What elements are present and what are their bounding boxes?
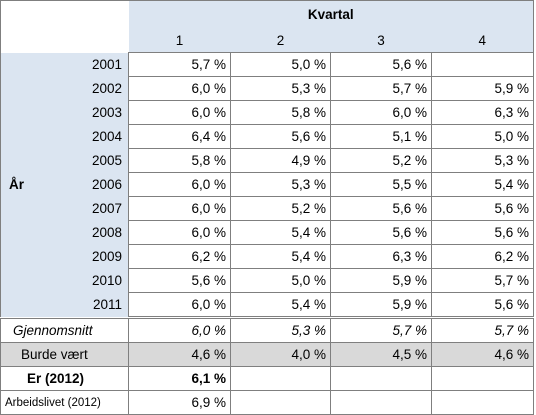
year-rows: År 2001 5,7 % 5,0 % 5,6 % 2002 6,0 % 5,3 % 5,7 %… (0, 52, 534, 317)
quarter-header-3: 3 (330, 28, 432, 53)
value-cell-q1: 6,4 % (128, 124, 231, 149)
value-cell-q4: 5,4 % (431, 172, 534, 197)
value-cell-q3: 5,6 % (330, 52, 432, 77)
target-q4: 4,6 % (431, 342, 534, 367)
value-cell-q3: 5,7 % (330, 76, 432, 101)
table-row: År 2001 5,7 % 5,0 % 5,6 % (0, 52, 534, 317)
value-cell-q1: 6,0 % (128, 76, 231, 101)
value-cell-q4: 5,9 % (431, 76, 534, 101)
target-q3: 4,5 % (330, 342, 432, 367)
year-label: 2009 (58, 244, 129, 269)
value-cell-q3: 5,1 % (330, 124, 432, 149)
value-cell-q1: 6,0 % (128, 172, 231, 197)
absence-table: Kvartal 1 2 3 4 (0, 0, 535, 53)
current-q3 (330, 366, 432, 391)
average-q1: 6,0 % (128, 318, 231, 343)
current-q1: 6,1 % (128, 366, 231, 391)
value-cell-q2: 5,4 % (230, 220, 331, 245)
value-cell-q2: 5,8 % (230, 100, 331, 125)
target-q2: 4,0 % (230, 342, 331, 367)
header-kvartal: Kvartal (128, 0, 535, 29)
table-row: 2003 6,0 % 5,8 % 6,0 % 6,3 % (1, 100, 534, 125)
value-cell-q2: 5,3 % (230, 76, 331, 101)
value-cell-q1: 6,0 % (128, 196, 231, 221)
value-cell-q4: 6,3 % (431, 100, 534, 125)
worklife-label: Arbeidslivet (2012) (0, 390, 129, 415)
value-cell-q2: 5,4 % (230, 244, 331, 269)
table-row: 2011 6,0 % 5,4 % 5,9 % 5,6 % (1, 292, 534, 317)
value-cell-q3: 6,3 % (330, 244, 432, 269)
value-cell-q4: 5,6 % (431, 196, 534, 221)
quarter-header-4: 4 (431, 28, 535, 53)
year-label: 2001 (58, 52, 129, 77)
value-cell-q4: 5,6 % (431, 292, 534, 317)
target-q1: 4,6 % (128, 342, 231, 367)
quarter-header-1: 1 (128, 28, 231, 53)
table-row: 2008 6,0 % 5,4 % 5,6 % 5,6 % (1, 220, 534, 245)
table-row: 2004 6,4 % 5,6 % 5,1 % 5,0 % (1, 124, 534, 149)
value-cell-q3: 5,9 % (330, 268, 432, 293)
year-label: 2007 (58, 196, 129, 221)
value-cell-q2: 5,0 % (230, 268, 331, 293)
table-row: 2002 6,0 % 5,3 % 5,7 % 5,9 % (1, 76, 534, 101)
value-cell-q2: 5,0 % (230, 52, 331, 77)
year-label: 2005 (58, 148, 129, 173)
table-row: 2010 5,6 % 5,0 % 5,9 % 5,7 % (1, 268, 534, 293)
quarter-header-2: 2 (230, 28, 331, 53)
value-cell-q2: 5,2 % (230, 196, 331, 221)
year-label: 2002 (58, 76, 129, 101)
value-cell-q2: 5,4 % (230, 292, 331, 317)
year-label: 2006 (58, 172, 129, 197)
table-row: 2005 5,8 % 4,9 % 5,2 % 5,3 % (1, 148, 534, 173)
corner-cell (0, 0, 129, 29)
value-cell-q4: 5,3 % (431, 148, 534, 173)
value-cell-q3: 5,2 % (330, 148, 432, 173)
value-cell-q1: 6,0 % (128, 220, 231, 245)
year-label: 2008 (58, 220, 129, 245)
worklife-q1: 6,9 % (128, 390, 231, 415)
table-row: 2009 6,2 % 5,4 % 6,3 % 6,2 % (1, 244, 534, 269)
value-cell-q1: 6,2 % (128, 244, 231, 269)
value-cell-q2: 5,3 % (230, 172, 331, 197)
summary-rows: Gjennomsnitt 6,0 % 5,3 % 5,7 % 5,7 % Bur… (0, 318, 534, 415)
worklife-q3 (330, 390, 432, 415)
value-cell-q4: 5,6 % (431, 220, 534, 245)
value-cell-q3: 6,0 % (330, 100, 432, 125)
table-row: 2006 6,0 % 5,3 % 5,5 % 5,4 % (1, 172, 534, 197)
value-cell-q2: 5,6 % (230, 124, 331, 149)
value-cell-q4: 6,2 % (431, 244, 534, 269)
value-cell-q3: 5,6 % (330, 196, 432, 221)
current-q2 (230, 366, 331, 391)
value-cell-q4 (431, 52, 534, 77)
average-label: Gjennomsnitt (0, 318, 129, 343)
current-label: Er (2012) (0, 366, 129, 391)
average-q2: 5,3 % (230, 318, 331, 343)
year-label: 2004 (58, 124, 129, 149)
value-cell-q3: 5,5 % (330, 172, 432, 197)
worklife-q2 (230, 390, 331, 415)
year-label: 2010 (58, 268, 129, 293)
average-q3: 5,7 % (330, 318, 432, 343)
value-cell-q1: 6,0 % (128, 292, 231, 317)
value-cell-q3: 5,6 % (330, 220, 432, 245)
value-cell-q4: 5,7 % (431, 268, 534, 293)
value-cell-q1: 5,7 % (128, 52, 231, 77)
current-q4 (431, 366, 534, 391)
value-cell-q4: 5,0 % (431, 124, 534, 149)
worklife-q4 (431, 390, 534, 415)
value-cell-q1: 5,8 % (128, 148, 231, 173)
value-cell-q1: 6,0 % (128, 100, 231, 125)
table-row: 2007 6,0 % 5,2 % 5,6 % 5,6 % (1, 196, 534, 221)
value-cell-q2: 4,9 % (230, 148, 331, 173)
value-cell-q1: 5,6 % (128, 268, 231, 293)
value-cell-q3: 5,9 % (330, 292, 432, 317)
corner-cell-2 (0, 28, 129, 53)
year-label: 2003 (58, 100, 129, 125)
row-category-label: År (0, 52, 59, 317)
target-label: Burde vært (0, 342, 129, 367)
average-q4: 5,7 % (431, 318, 534, 343)
year-label: 2011 (58, 292, 129, 317)
